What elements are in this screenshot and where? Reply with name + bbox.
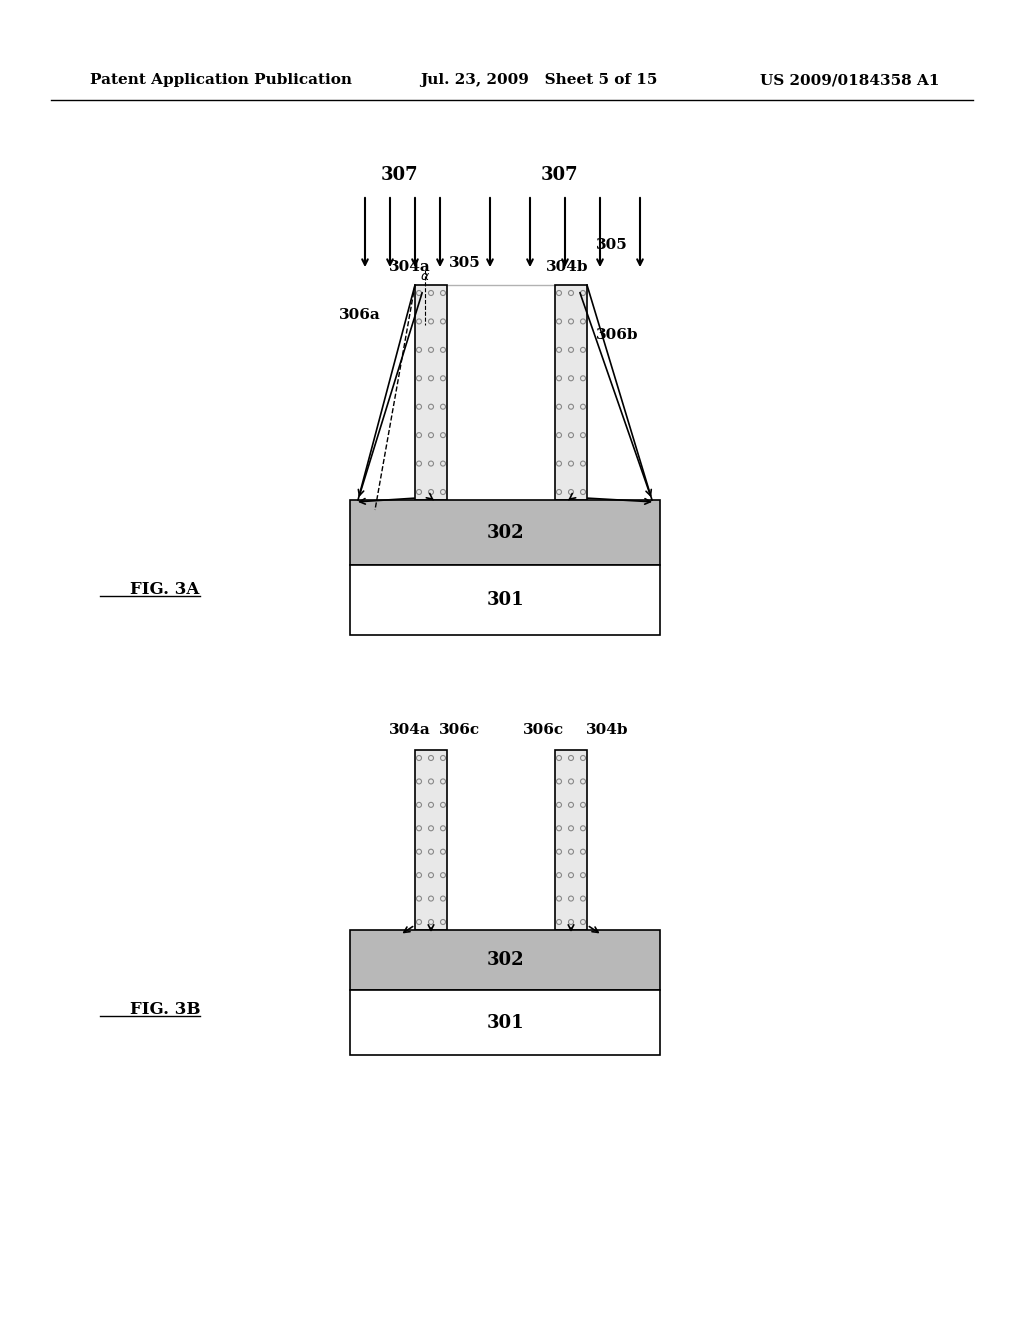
- Text: 306a: 306a: [339, 308, 381, 322]
- Text: FIG. 3B: FIG. 3B: [130, 1002, 201, 1019]
- Text: 306b: 306b: [596, 327, 638, 342]
- Text: 301: 301: [486, 1014, 524, 1031]
- Bar: [350, 990, 660, 1055]
- Bar: [350, 500, 660, 565]
- Bar: [555, 750, 587, 931]
- Text: 304a: 304a: [389, 723, 431, 737]
- Text: 305: 305: [450, 256, 481, 271]
- Bar: [350, 565, 660, 635]
- Text: 304b: 304b: [586, 723, 629, 737]
- Text: 302: 302: [486, 950, 524, 969]
- Text: 306c: 306c: [438, 723, 479, 737]
- Text: 304a: 304a: [389, 260, 431, 275]
- Bar: [555, 285, 587, 500]
- Bar: [415, 750, 447, 931]
- Text: 307: 307: [542, 166, 579, 183]
- Bar: [415, 285, 447, 500]
- Text: Patent Application Publication: Patent Application Publication: [90, 73, 352, 87]
- Text: 306c: 306c: [522, 723, 563, 737]
- Text: FIG. 3A: FIG. 3A: [130, 582, 200, 598]
- Text: US 2009/0184358 A1: US 2009/0184358 A1: [760, 73, 939, 87]
- Text: 301: 301: [486, 591, 524, 609]
- Text: Jul. 23, 2009   Sheet 5 of 15: Jul. 23, 2009 Sheet 5 of 15: [420, 73, 657, 87]
- Text: 307: 307: [381, 166, 419, 183]
- Text: 302: 302: [486, 524, 524, 541]
- Text: 305: 305: [596, 238, 628, 252]
- Text: $\alpha$: $\alpha$: [420, 271, 430, 284]
- Text: 304b: 304b: [546, 260, 588, 275]
- Bar: [350, 931, 660, 990]
